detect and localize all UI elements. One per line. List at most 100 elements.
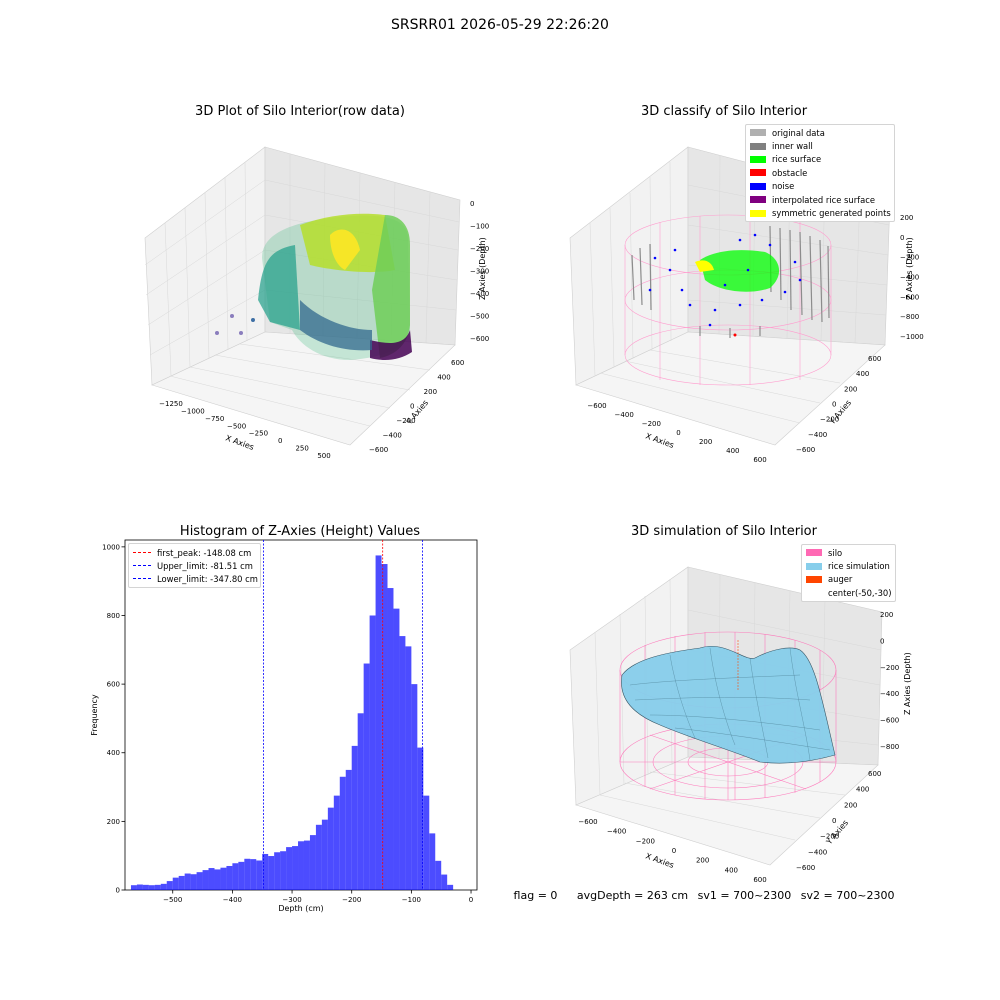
tick-label: 0 [278,437,282,445]
simulation-3d-x-ticks: −600 −400 −200 0 200 400 600 [578,818,766,884]
tick-label: −100 [470,223,489,231]
legend-swatch [750,209,766,217]
histogram-bar [315,824,322,890]
histogram-bar [303,840,310,890]
histogram-bar [399,636,406,890]
sv2-value: sv2 = 700~2300 [800,889,895,902]
simulation-legend: silo rice simulation auger center(-50,-3… [801,544,896,602]
raw-z-axis-label: Z Axies (Depth) [478,237,487,300]
legend-line [133,578,151,579]
simulation-3d-surfaces [619,631,837,801]
x-tick-label: 0 [469,896,473,904]
tick-label: 0 [676,429,680,437]
histogram-bar [339,776,346,890]
tick-label: −750 [205,415,224,423]
classify-legend-item: interpolated rice surface [746,193,894,206]
tick-label: 200 [696,857,709,865]
tick-label: −400 [615,411,634,419]
raw-3d-z-ticks: 0 −100 −200 −300 −400 −500 −600 [470,200,489,343]
tick-label: −1000 [181,407,205,415]
simulation-x-axis-label: X Axies [644,851,675,870]
tick-label: −1000 [900,333,924,341]
histogram-reference-lines [263,540,423,890]
legend-swatch [750,196,766,204]
classify-legend-item: rice surface [746,153,894,166]
histogram-bar [280,851,287,890]
histogram-legend-item: Upper_limit: -81.51 cm [129,559,260,572]
tick-label: −400 [808,848,827,856]
tick-label: −600 [578,818,597,826]
y-tick-label: 1000 [102,543,120,551]
tick-label: 0 [470,200,474,208]
legend-swatch [806,562,822,570]
tick-label: −600 [900,293,919,301]
histogram-x-ticks: −500 −400 −300 −200 −100 0 [163,890,473,904]
histogram-bar [405,646,412,890]
legend-swatch [806,549,822,557]
tick-label: −200 [880,664,899,672]
histogram-bars [130,555,454,890]
x-tick-label: −300 [282,896,301,904]
tick-label: −800 [880,743,899,751]
histogram-bar [441,874,448,890]
tick-label: 200 [844,385,857,393]
histogram-bar [381,564,388,890]
simulation-legend-item: silo [802,546,895,559]
histogram-bar [256,860,263,890]
tick-label: 200 [900,214,913,222]
legend-swatch [750,169,766,177]
histogram-bar [393,608,400,890]
simulation-z-axis-label: Z Axies (Depth) [903,652,912,715]
tick-label: 400 [856,370,869,378]
classify-legend-item: inner wall [746,139,894,152]
tick-label: −400 [880,690,899,698]
histogram-bar [387,588,394,890]
histogram-bar [345,769,352,890]
tick-label: 600 [753,456,766,464]
histogram-bar [190,874,197,890]
tick-label: −500 [227,422,246,430]
classify-x-axis-label: X Axies [644,431,675,450]
histogram-x-axis-label: Depth (cm) [278,904,323,913]
histogram-bar [357,713,364,890]
flag-value: flag = 0 [513,889,558,902]
classify-legend: original data inner wall rice surface ob… [745,124,895,222]
histogram-bar [423,795,430,890]
tick-label: −600 [796,864,815,872]
raw-y-axis-label: Y Axies [404,398,430,427]
simulation-3d-z-ticks: 200 0 −200 −400 −600 −800 [880,611,899,751]
classify-3d-plot: −600 −400 −200 0 200 400 600 −600 −400 −200 0 200 4… [569,146,924,464]
tick-label: 600 [868,355,881,363]
x-tick-label: −100 [402,896,421,904]
histogram-bar [214,869,221,890]
tick-label: −400 [607,828,626,836]
histogram-bar [435,860,442,890]
histogram-bar [178,875,185,890]
simulation-3d-plot: −600 −400 −200 0 200 400 600 −600 −400 −200 0 200 4… [569,566,912,884]
tick-label: 0 [900,234,904,242]
tick-label: −200 [396,417,415,425]
y-tick-label: 600 [107,681,120,689]
histogram-legend-item: Lower_limit: -347.80 cm [129,572,260,585]
avg-depth-value: avgDepth = 263 cm [576,889,689,902]
histogram-chart: −500 −400 −300 −200 −100 0 02004006008001000 … [90,539,478,913]
tick-label: −400 [808,431,827,439]
legend-swatch [806,575,822,583]
histogram-y-ticks: 0 200 400 600 800 1000 [102,543,125,895]
tick-label: −600 [880,717,899,725]
tick-label: −400 [383,432,402,440]
tick-label: −200 [820,833,839,841]
histogram-bar [375,555,382,890]
x-tick-label: −200 [342,896,361,904]
tick-label: −600 [470,335,489,343]
tick-label: −600 [587,402,606,410]
simulation-plot-title: 3D simulation of Silo Interior [631,524,817,539]
histogram-legend-item: first_peak: -148.08 cm [129,546,260,559]
tick-label: 400 [437,374,450,382]
tick-label: 0 [880,637,884,645]
tick-label: 0 [410,403,414,411]
histogram-title: Histogram of Z-Axies (Height) Values [179,524,421,539]
histogram-bar [226,865,233,890]
tick-label: −200 [470,245,489,253]
simulation-legend-item: auger [802,573,895,586]
